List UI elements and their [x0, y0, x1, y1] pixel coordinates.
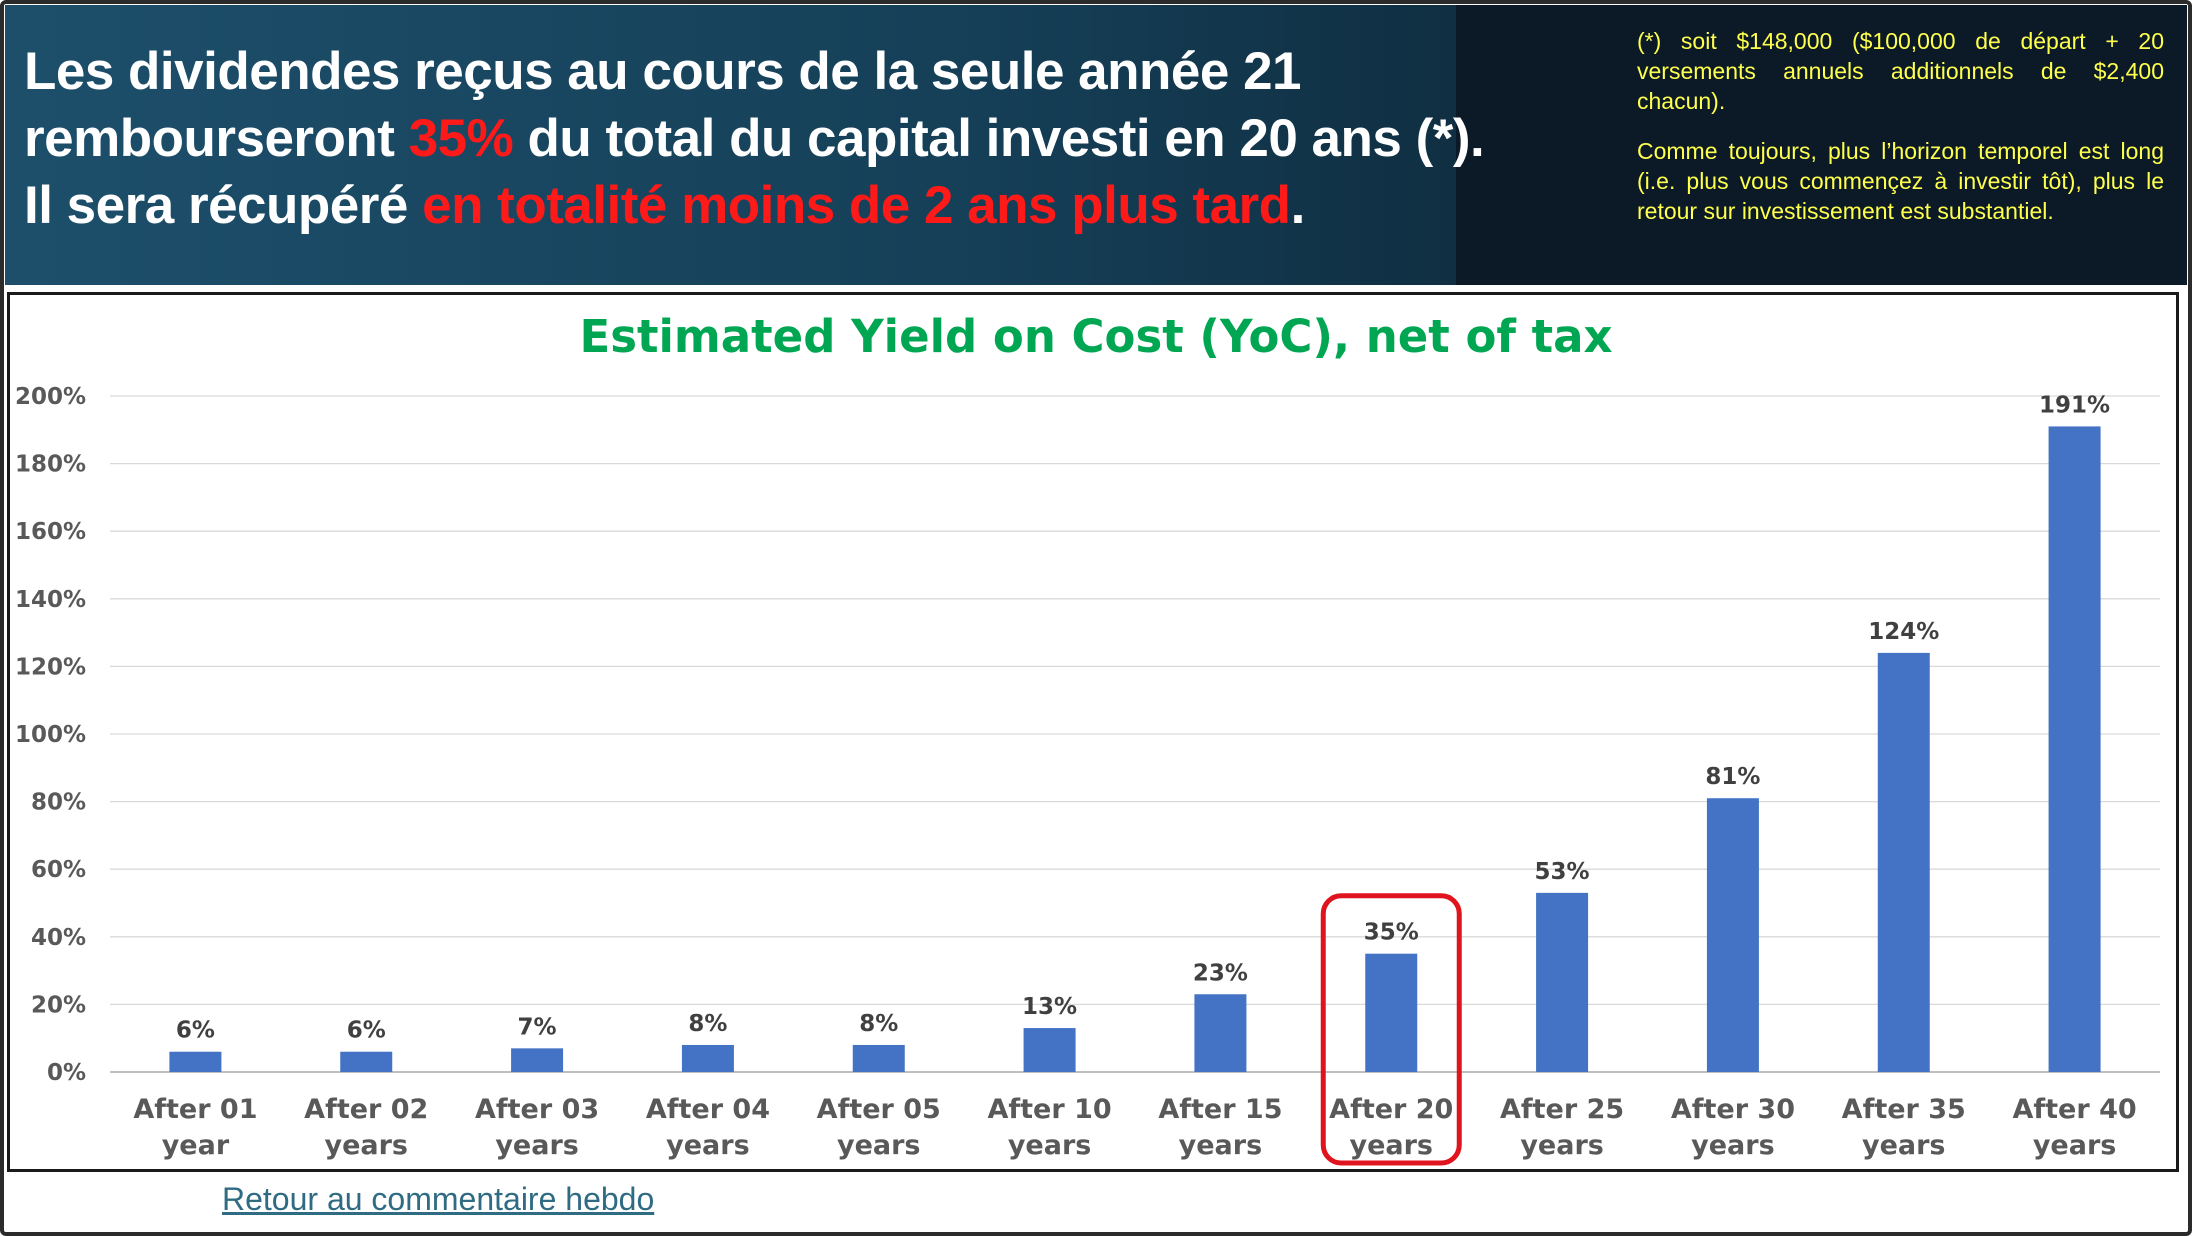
header-notes-panel: [1456, 5, 2187, 285]
headline-line-2-end: du total du capital investi en 20 ans (*…: [513, 109, 1485, 168]
x-tick-label: After 40: [2013, 1094, 2137, 1125]
back-to-commentary-link[interactable]: Retour au commentaire hebdo: [222, 1181, 655, 1217]
bar: [2048, 426, 2101, 1072]
x-tick-label: After 20: [1329, 1094, 1453, 1125]
x-tick-label: years: [1349, 1130, 1433, 1161]
x-tick-label: After 03: [475, 1094, 599, 1125]
headline-highlight-recovery: en totalité moins de 2 ans plus tard: [422, 176, 1291, 235]
x-tick-label: After 30: [1671, 1094, 1795, 1125]
data-label: 124%: [1868, 619, 1939, 645]
bar: [1536, 892, 1589, 1072]
highlight-box: [1320, 893, 1462, 1166]
x-tick-label: years: [666, 1130, 750, 1161]
x-tick-label: years: [1691, 1130, 1775, 1161]
headline: Les dividendes reçus au cours de la seul…: [24, 38, 1584, 239]
x-tick-label: years: [324, 1130, 408, 1161]
headline-highlight-percent: 35%: [408, 109, 514, 168]
x-tick-label: year: [162, 1130, 230, 1161]
y-tick-label: 20%: [31, 992, 86, 1018]
bar: [340, 1051, 393, 1072]
bar: [1877, 652, 1930, 1072]
headline-line-3: Il sera récupéré en totalité moins de 2 …: [24, 172, 1584, 239]
bars: [169, 426, 2101, 1072]
data-labels: 6% 6% 7% 8% 8% 13% 23% 35% 53% 81% 124% 191%: [176, 392, 2110, 1043]
y-axis-ticks: 0% 20% 40% 60% 80% 100% 120% 140% 160% 180% 200%: [15, 384, 86, 1086]
data-label: 35%: [1364, 920, 1419, 946]
x-tick-label: After 25: [1500, 1094, 1624, 1125]
side-notes: (*) soit $148,000 ($100,000 de départ + …: [1637, 26, 2164, 246]
y-tick-label: 100%: [15, 722, 86, 748]
y-tick-label: 0%: [47, 1060, 86, 1086]
data-label: 191%: [2039, 392, 2110, 418]
bar: [681, 1044, 734, 1072]
data-label: 8%: [859, 1011, 898, 1037]
headline-line-2-start: rembourseront: [24, 109, 409, 168]
x-tick-label: After 04: [646, 1094, 770, 1125]
data-label: 6%: [347, 1018, 386, 1044]
y-tick-label: 120%: [15, 654, 86, 680]
headline-line-3-end: .: [1290, 176, 1306, 235]
y-tick-label: 160%: [15, 519, 86, 545]
bar: [1023, 1028, 1076, 1072]
bar: [1365, 953, 1418, 1072]
gridlines: [110, 395, 2160, 1073]
x-tick-label: years: [1520, 1130, 1604, 1161]
x-axis-labels: After 01 year After 02 years After 03 years Af…: [133, 1094, 2136, 1161]
y-tick-label: 200%: [15, 384, 86, 410]
data-label: 7%: [518, 1014, 557, 1040]
x-tick-label: After 35: [1842, 1094, 1966, 1125]
y-tick-label: 40%: [31, 925, 86, 951]
chart-title: Estimated Yield on Cost (YoC), net of ta…: [579, 310, 1613, 363]
x-tick-label: years: [837, 1130, 921, 1161]
data-label: 81%: [1705, 764, 1760, 790]
headline-line-2: rembourseront 35% du total du capital in…: [24, 105, 1584, 172]
x-tick-label: years: [2033, 1130, 2117, 1161]
y-tick-label: 180%: [15, 452, 86, 478]
data-label: 53%: [1535, 859, 1590, 885]
bar: [169, 1051, 222, 1072]
bar: [1706, 798, 1759, 1072]
highlight: [1320, 893, 1462, 1166]
y-tick-label: 140%: [15, 587, 86, 613]
x-tick-label: years: [1862, 1130, 1946, 1161]
note-horizon: Comme toujours, plus l’horizon temporel …: [1637, 138, 2164, 224]
headline-line-3-start: Il sera récupéré: [24, 176, 423, 235]
x-tick-label: After 02: [304, 1094, 428, 1125]
bar: [1194, 994, 1247, 1072]
x-tick-label: years: [495, 1130, 579, 1161]
y-tick-label: 80%: [31, 790, 86, 816]
bar: [511, 1048, 564, 1072]
data-label: 8%: [688, 1011, 727, 1037]
bar: [852, 1044, 905, 1072]
note-footnote: (*) soit $148,000 ($100,000 de départ + …: [1637, 28, 2164, 114]
x-tick-label: After 01: [133, 1094, 257, 1125]
x-tick-label: years: [1008, 1130, 1092, 1161]
x-tick-label: After 05: [817, 1094, 941, 1125]
data-label: 23%: [1193, 960, 1248, 986]
y-tick-label: 60%: [31, 857, 86, 883]
x-tick-label: years: [1179, 1130, 1263, 1161]
chart-panel: [7, 292, 2179, 1172]
data-label: 6%: [176, 1018, 215, 1044]
x-tick-label: After 10: [988, 1094, 1112, 1125]
headline-line-1: Les dividendes reçus au cours de la seul…: [24, 42, 1302, 101]
data-label: 13%: [1022, 994, 1077, 1020]
x-tick-label: After 15: [1158, 1094, 1282, 1125]
